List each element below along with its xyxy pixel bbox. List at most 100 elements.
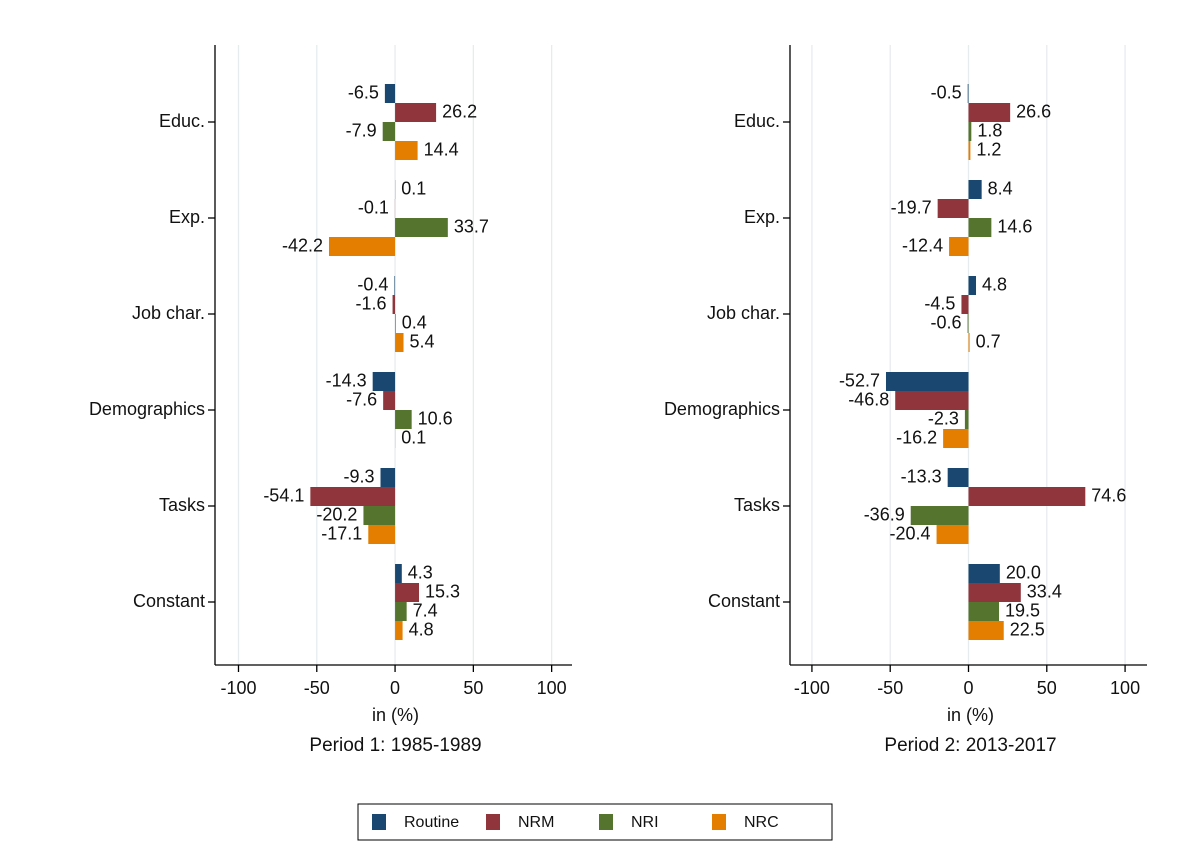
data-label: 20.0 (1006, 562, 1041, 582)
bar (383, 391, 396, 410)
data-label: -46.8 (848, 389, 889, 409)
y-tick-label: Tasks (159, 495, 205, 515)
bar (395, 141, 418, 160)
x-tick-label: -100 (794, 678, 830, 698)
bar (968, 276, 977, 295)
legend-swatch (712, 814, 726, 830)
y-tick-label: Tasks (734, 495, 780, 515)
bar (395, 583, 420, 602)
bar (395, 314, 396, 333)
bar (968, 141, 971, 160)
bar (968, 564, 1000, 583)
bar (380, 468, 396, 487)
bar (968, 602, 1000, 621)
data-label: -36.9 (864, 504, 905, 524)
y-tick-label: Exp. (744, 207, 780, 227)
legend-label: NRM (518, 814, 554, 831)
data-label: 7.4 (413, 600, 438, 620)
data-label: -2.3 (928, 408, 959, 428)
data-label: 4.8 (982, 274, 1007, 294)
bar (968, 487, 1086, 506)
data-label: 33.4 (1027, 581, 1062, 601)
bar (310, 487, 396, 506)
data-label: -12.4 (902, 235, 943, 255)
y-tick-label: Constant (708, 591, 780, 611)
data-label: -0.6 (931, 312, 962, 332)
bar (395, 564, 402, 583)
bar (968, 180, 982, 199)
data-label: -9.3 (343, 466, 374, 486)
x-tick-label: 0 (963, 678, 973, 698)
y-tick-label: Job char. (132, 303, 205, 323)
legend-label: NRC (744, 814, 779, 831)
data-label: -0.4 (357, 274, 388, 294)
data-label: -0.5 (931, 82, 962, 102)
x-tick-label: 100 (1110, 678, 1140, 698)
data-label: 5.4 (410, 331, 435, 351)
y-tick-label: Educ. (159, 111, 205, 131)
bar (949, 237, 969, 256)
legend-swatch (599, 814, 613, 830)
legend-box (357, 803, 833, 841)
bar (394, 276, 396, 295)
data-label: -1.6 (356, 293, 387, 313)
data-label: 4.3 (408, 562, 433, 582)
bar (910, 506, 969, 525)
y-tick-label: Exp. (169, 207, 205, 227)
x-tick-label: 50 (463, 678, 483, 698)
bar (885, 372, 969, 391)
data-label: -16.2 (896, 427, 937, 447)
data-label: 8.4 (988, 178, 1013, 198)
y-tick-label: Demographics (664, 399, 780, 419)
data-label: 0.7 (976, 331, 1001, 351)
bar (968, 333, 970, 352)
bar (947, 468, 969, 487)
data-label: -17.1 (321, 523, 362, 543)
data-label: 22.5 (1010, 619, 1045, 639)
data-label: 74.6 (1091, 485, 1126, 505)
data-label: 1.2 (976, 139, 1001, 159)
data-label: 19.5 (1005, 600, 1040, 620)
legend-swatch (486, 814, 500, 830)
bar (895, 391, 969, 410)
data-label: -4.5 (924, 293, 955, 313)
data-label: 0.1 (401, 178, 426, 198)
legend-label: Routine (404, 814, 459, 831)
bar (392, 295, 396, 314)
data-label: -54.1 (263, 485, 304, 505)
bar (395, 602, 407, 621)
data-label: 15.3 (425, 581, 460, 601)
bar (395, 218, 448, 237)
bar (395, 103, 437, 122)
x-tick-label: 0 (390, 678, 400, 698)
data-label: -19.7 (891, 197, 932, 217)
bar (968, 122, 972, 141)
bar (384, 84, 396, 103)
bar (968, 621, 1004, 640)
bar (964, 410, 969, 429)
data-label: -7.6 (346, 389, 377, 409)
bar (395, 621, 403, 640)
x-tick-label: -100 (220, 678, 256, 698)
bar (937, 199, 969, 218)
bar (968, 218, 992, 237)
bar (328, 237, 396, 256)
data-label: -14.3 (326, 370, 367, 390)
data-label: 1.8 (977, 120, 1002, 140)
y-tick-label: Job char. (707, 303, 780, 323)
x-axis-label: in (%) (372, 705, 419, 725)
bar (968, 103, 1011, 122)
x-tick-label: 50 (1037, 678, 1057, 698)
bar (943, 429, 969, 448)
data-label: -52.7 (839, 370, 880, 390)
data-label: -20.2 (316, 504, 357, 524)
data-label: 0.4 (402, 312, 427, 332)
y-tick-label: Educ. (734, 111, 780, 131)
x-tick-label: 100 (537, 678, 567, 698)
x-tick-label: -50 (877, 678, 903, 698)
y-tick-label: Constant (133, 591, 205, 611)
bar (936, 525, 969, 544)
data-label: -6.5 (348, 82, 379, 102)
legend-swatch (372, 814, 386, 830)
